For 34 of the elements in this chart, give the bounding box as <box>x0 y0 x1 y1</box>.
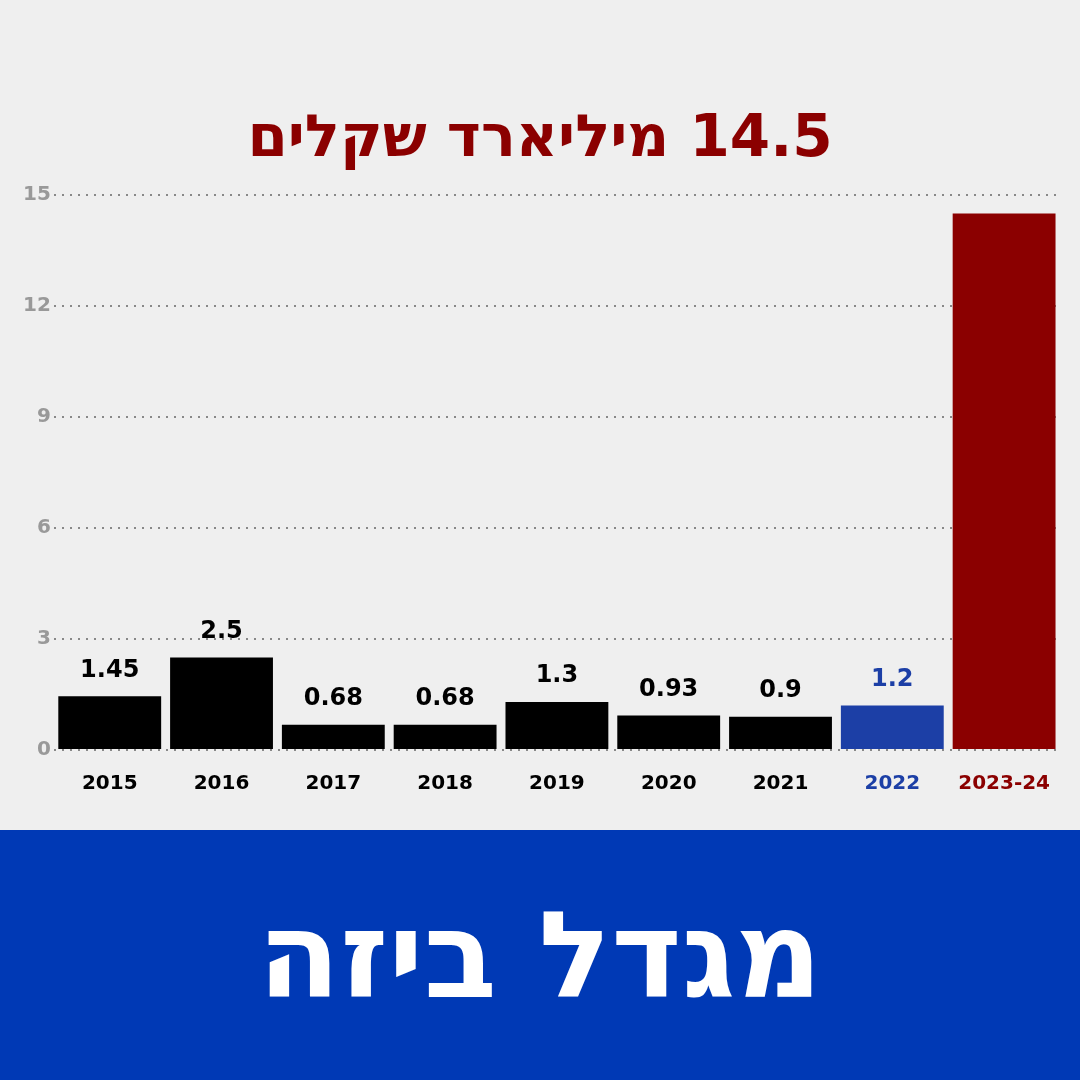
y-tick-label: 3 <box>36 625 51 650</box>
chart-title: 14.5 מיליארד שקלים <box>246 101 834 172</box>
bar <box>729 716 832 749</box>
text: מגדל ביזה <box>0 830 1080 1080</box>
bar <box>170 657 273 749</box>
y-tick-label: 0 <box>36 736 51 761</box>
data-label: 2.5 <box>200 615 243 644</box>
y-tick-label: 15 <box>22 181 51 206</box>
y-tick-label: 12 <box>22 292 51 317</box>
bar <box>505 701 609 749</box>
x-tick-label: 2022 <box>864 770 921 795</box>
y-tick-label: 9 <box>36 403 51 428</box>
x-tick-label: 2020 <box>640 770 697 795</box>
bar <box>58 696 162 749</box>
x-tick-label: 2018 <box>417 770 473 795</box>
x-tick-label: 2015 <box>81 770 138 795</box>
data-label: 1.2 <box>871 663 914 692</box>
data-label: 0.93 <box>639 673 699 702</box>
data-label: 0.68 <box>415 683 475 712</box>
data-label: 1.3 <box>535 660 579 689</box>
bar <box>840 705 944 749</box>
bar <box>281 724 385 749</box>
data-label: 0.9 <box>759 674 802 703</box>
x-tick-label: 2023-24 <box>958 770 1050 795</box>
x-tick-label: 2021 <box>752 770 809 795</box>
data-label: 1.45 <box>80 654 140 683</box>
bar <box>393 724 497 749</box>
x-tick-label: 2019 <box>529 770 585 795</box>
bar <box>952 213 1056 749</box>
data-label: 0.68 <box>303 683 363 712</box>
x-tick-label: 2016 <box>193 770 250 795</box>
x-tick-label: 2017 <box>305 770 362 795</box>
bar <box>617 715 721 749</box>
y-tick-label: 6 <box>36 514 51 539</box>
